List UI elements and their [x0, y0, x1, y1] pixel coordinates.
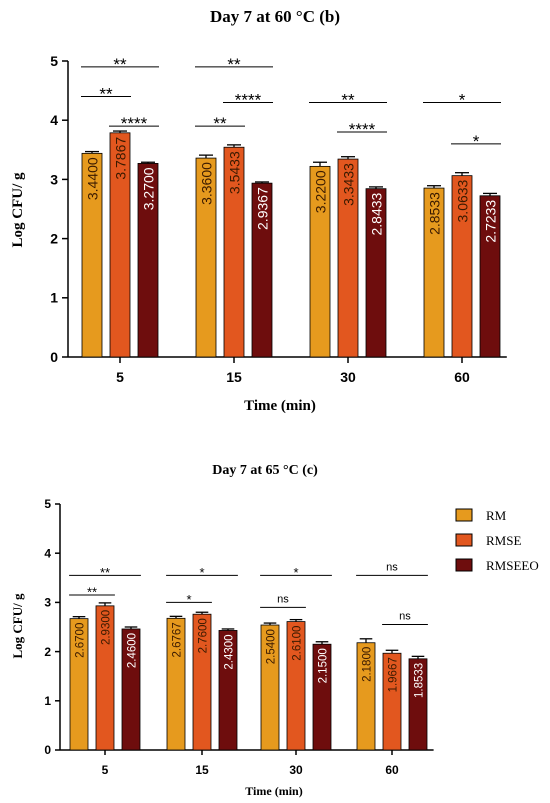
chart-b-bar-value-label: 3.2200: [312, 170, 328, 213]
chart-c-y-tick-label: 3: [44, 596, 51, 610]
chart-b-x-axis-label: Time (min): [244, 398, 316, 414]
chart-b-bar-value-label: 2.8433: [368, 192, 384, 235]
chart-b-bar-value-label: 2.9367: [254, 187, 270, 230]
chart-b-y-tick-label: 4: [50, 112, 58, 128]
chart-c-bar-value-label: 2.9300: [100, 610, 112, 645]
chart-b-significance-label: ****: [349, 120, 376, 139]
chart-c-x-tick-label: 5: [102, 763, 109, 777]
chart-b-y-tick-label: 0: [50, 349, 58, 365]
chart-c-bar-value-label: 2.6700: [74, 623, 86, 658]
chart-c: 0 1 2 3 4 5 5 15 30 60 2.6700 2.6767 2.5400 2.1800 2.9…: [44, 497, 434, 777]
chart-b-significance-label: *: [459, 90, 466, 109]
chart-b-significance-label: *: [473, 132, 480, 151]
chart-c-title: Day 7 at 65 °C (c): [212, 463, 318, 478]
chart-c-bar-value-label: 1.8533: [413, 663, 425, 698]
chart-c-significance-label: ns: [399, 611, 411, 623]
legend-swatch-rmseeo: [455, 558, 473, 572]
chart-c-x-tick-label: 15: [195, 763, 209, 777]
chart-c-x-tick-label: 60: [385, 763, 399, 777]
chart-b-bar-value-label: 3.4400: [84, 157, 100, 200]
legend-label-rm: RM: [486, 508, 507, 523]
chart-c-significance-label: **: [100, 565, 110, 580]
chart-c-significance-label: ns: [386, 561, 398, 573]
chart-b-y-tick-label: 2: [50, 231, 58, 247]
chart-b-bar-value-label: 3.5433: [226, 151, 242, 194]
chart-c-y-tick-label: 2: [44, 645, 51, 659]
chart-b-significance-label: ****: [235, 90, 262, 109]
chart-c-bar-value-label: 2.6100: [291, 626, 303, 661]
chart-c-bar-value-label: 2.5400: [265, 629, 277, 664]
chart-b-y-axis-label: Log CFU/ g: [10, 172, 26, 248]
chart-c-bar-value-label: 2.4300: [223, 634, 235, 669]
chart-b-y-tick-label: 5: [50, 53, 58, 69]
chart-b-x-tick-label: 5: [116, 369, 124, 385]
chart-b-bar-value-label: 2.8533: [426, 192, 442, 235]
chart-c-y-tick-label: 5: [44, 497, 51, 511]
chart-c-significance-label: *: [186, 592, 191, 607]
chart-c-y-axis-label: Log CFU/ g: [10, 593, 25, 659]
chart-b-significance-label: **: [227, 55, 241, 74]
chart-b-x-tick-label: 60: [454, 369, 470, 385]
chart-c-y-tick-label: 1: [44, 694, 51, 708]
chart-c-significance-label: ns: [277, 593, 289, 605]
chart-c-bar-value-label: 2.7600: [197, 618, 209, 653]
chart-c-y-tick-label: 0: [44, 743, 51, 757]
chart-c-bar-value-label: 2.4600: [126, 633, 138, 668]
chart-c-bar-value-label: 2.1500: [317, 648, 329, 683]
chart-c-significance-label: **: [87, 585, 97, 600]
legend-label-rmseeo: RMSEEO: [486, 558, 539, 573]
chart-b-bar-value-label: 3.0633: [454, 179, 470, 222]
chart-c-y-tick-label: 4: [44, 546, 51, 560]
chart-b-x-tick-label: 30: [340, 369, 356, 385]
chart-b-significance-label: ****: [121, 114, 148, 133]
chart-b-significance-label: **: [213, 114, 227, 133]
chart-c-bar-value-label: 1.9667: [387, 657, 399, 692]
chart-b-bar-value-label: 3.3433: [340, 163, 356, 206]
chart-b-y-tick-label: 1: [50, 290, 58, 306]
chart-b-y-tick-label: 3: [50, 171, 58, 187]
chart-c-significance-label: *: [293, 565, 298, 580]
legend-swatch-rmse: [455, 533, 473, 547]
chart-b-bar-value-label: 3.2700: [140, 167, 156, 210]
chart-c-bar-value-label: 2.1800: [361, 647, 373, 682]
legend-swatch-rm: [455, 508, 473, 522]
legend: RM RMSE RMSEEO: [455, 508, 539, 573]
chart-b-bar-value-label: 2.7233: [482, 200, 498, 243]
chart-b-title: Day 7 at 60 °C (b): [210, 7, 340, 26]
chart-b-significance-label: **: [113, 55, 127, 74]
chart-c-bar-value-label: 2.6767: [171, 622, 183, 657]
chart-c-x-tick-label: 30: [289, 763, 303, 777]
chart-b-significance-label: **: [341, 90, 355, 109]
chart-b-x-tick-label: 15: [226, 369, 242, 385]
chart-b-bar-value-label: 3.3600: [198, 162, 214, 205]
chart-b-significance-label: **: [99, 84, 113, 103]
chart-b-bar-value-label: 3.7867: [112, 137, 128, 180]
chart-c-significance-label: *: [199, 565, 204, 580]
chart-b: 0 1 2 3 4 5 5 15 30 60 3.4400 3.3600 3.2200 2.8533 3.7…: [50, 53, 507, 385]
legend-label-rmse: RMSE: [486, 533, 521, 548]
chart-c-x-axis-label: Time (min): [245, 784, 302, 798]
